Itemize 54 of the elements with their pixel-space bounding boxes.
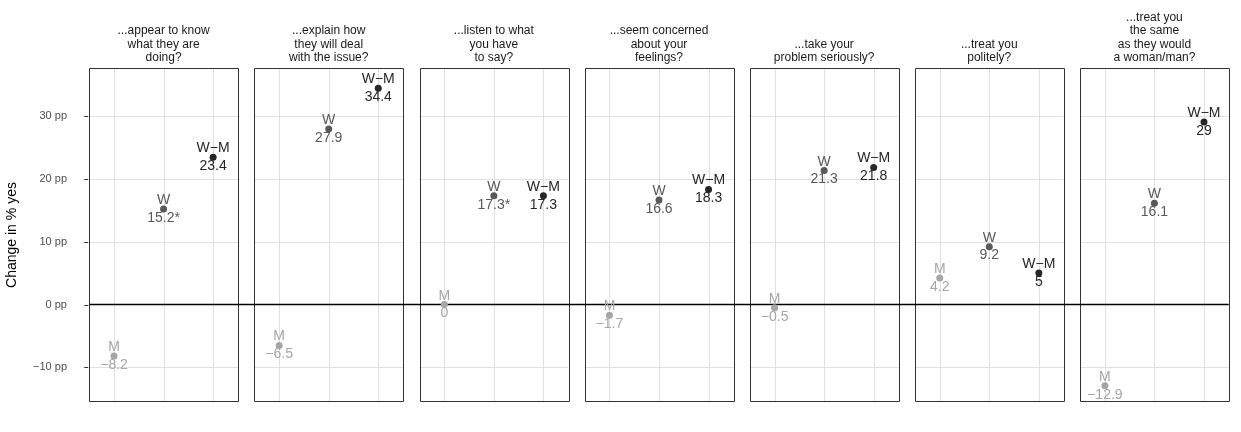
x-tick-label: ...appear to know what they are doing? [117,23,210,64]
y-tick-label: 10 pp [39,234,67,247]
text: M [768,289,781,306]
data-label: 21.3 [810,170,838,187]
text: M [108,338,120,355]
data-label: 29 [1196,121,1212,138]
data-label: 17.3* [477,195,511,212]
data-label: −1.7 [595,315,624,332]
x-tick-label: ...seem concerned about your feelings? [609,23,709,64]
text: W−M [857,149,891,166]
data-label: −6.5 [265,345,294,362]
data-label: 27.9 [315,128,343,145]
data-label: 21.8 [860,167,888,184]
text: M [273,327,286,344]
data-label: −12.9 [1087,385,1123,402]
data-label: 16.1 [1140,203,1169,220]
data-label: 4.2 [930,277,950,294]
y-tick-label: 30 pp [39,108,67,121]
data-label: 5 [1034,272,1043,289]
data-label: −0.5 [760,307,789,324]
text: W [982,228,996,245]
y-tick-label: 20 pp [39,171,67,184]
x-tick-label: ...explain how they will deal with the issue? [288,23,369,64]
series-label: W−M [361,70,395,87]
series-label: W [156,190,171,207]
data-label: 17.3 [529,195,558,212]
text: W−M [1187,104,1221,121]
y-axis-title: Change in % yes [3,182,20,288]
x-tick-label: ...treat you politely? [960,36,1018,64]
data-label: −8.2 [100,355,129,372]
x-tick-label: ...take your problem seriously? [773,36,875,64]
text: M [438,286,451,303]
x-tick-label: ...listen to what you have to say? [453,23,535,64]
text: M [1099,367,1111,384]
data-label: 34.4 [364,87,393,104]
data-label: 0 [440,304,449,321]
y-tick-label: 0 pp [45,297,67,310]
y-tick-label: −10 pp [33,360,67,373]
x-tick-label: ...treat you the same as they would a woman/man? [1113,10,1196,64]
text: W [1147,185,1162,202]
text: W [817,152,831,169]
data-label: 23.4 [199,157,227,174]
text: W−M [196,139,230,156]
text: W [487,177,501,194]
text: W−M [1022,255,1056,272]
text: W−M [526,177,560,194]
data-label: 18.3 [694,189,723,206]
text: W−M [692,171,726,188]
text: W [652,182,666,199]
data-label: 15.2* [147,208,181,225]
data-label: 9.2 [979,246,1000,263]
text: W [322,111,336,128]
data-label: 16.6 [645,199,673,216]
text: M [933,260,946,277]
